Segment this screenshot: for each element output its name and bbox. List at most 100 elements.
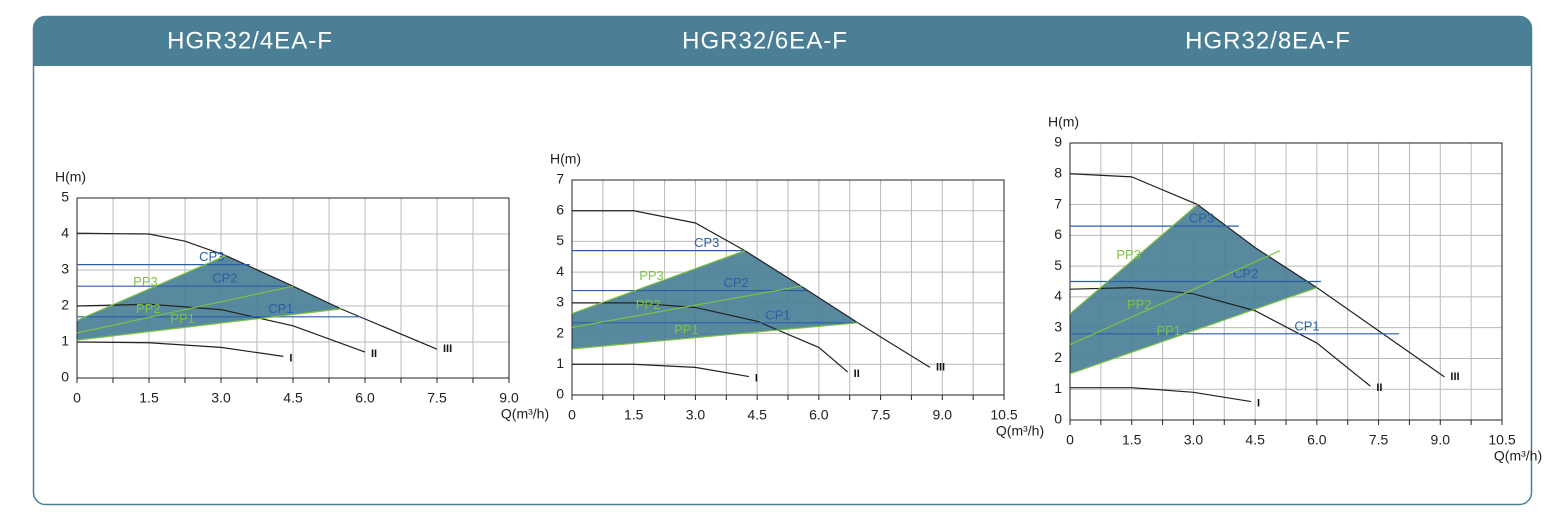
x-tick-label: 0: [568, 407, 576, 423]
series-label: PP1: [170, 311, 195, 326]
series-label: PP3: [639, 268, 664, 283]
x-tick-label: 9.0: [1431, 432, 1451, 448]
curve: [76, 303, 366, 353]
x-tick-label: 3.0: [211, 390, 231, 406]
x-tick-label: 4.5: [1245, 432, 1265, 448]
chart-title: HGR32/8EA-F: [1185, 27, 1351, 54]
x-tick-label: 6.0: [355, 390, 375, 406]
plot-frame: [76, 197, 510, 379]
y-tick-label: 1: [1054, 380, 1062, 396]
series-label: CP1: [765, 307, 790, 322]
curve: [571, 285, 803, 329]
curve: [76, 255, 227, 321]
x-tick-label: 10.5: [990, 407, 1017, 423]
y-tick-label: 2: [556, 324, 564, 340]
x-tick-label: 1.5: [139, 390, 159, 406]
series-label: PP1: [1156, 323, 1181, 338]
series-label: I: [1257, 397, 1260, 409]
chart-title: HGR32/4EA-F: [167, 27, 333, 54]
x-axis-label: Q(m³/h): [501, 406, 549, 422]
x-tick-label: 9.0: [933, 407, 953, 423]
header-bar: [33, 16, 1532, 66]
x-tick-label: 1.5: [1122, 432, 1142, 448]
x-tick-label: 6.0: [1307, 432, 1327, 448]
y-tick-label: 3: [61, 261, 69, 277]
y-tick-label: 8: [1054, 164, 1062, 180]
y-tick-label: 4: [556, 263, 564, 279]
y-tick-label: 2: [1054, 349, 1062, 365]
series-label: PP2: [1127, 297, 1152, 312]
operating-area: [572, 250, 858, 349]
series-label: I: [755, 372, 758, 384]
y-tick-label: 0: [1054, 411, 1062, 427]
series-label: CP3: [694, 235, 719, 250]
series-label: II: [1376, 382, 1382, 394]
curve: [572, 363, 750, 378]
y-tick-label: 5: [1054, 257, 1062, 273]
y-tick-label: 5: [61, 189, 69, 205]
curve: [571, 250, 746, 315]
curve: [571, 322, 858, 350]
y-tick-label: 4: [1054, 288, 1062, 304]
curve: [1069, 250, 1281, 346]
series-label: III: [1450, 371, 1459, 383]
series-label: III: [936, 361, 945, 373]
y-tick-label: 0: [556, 386, 564, 402]
curve: [76, 285, 294, 334]
y-tick-label: 0: [61, 369, 69, 385]
curve: [572, 302, 849, 373]
x-tick-label: 7.5: [1369, 432, 1389, 448]
series-label: PP3: [133, 274, 158, 289]
series-label: III: [443, 343, 452, 355]
chart-title: HGR32/6EA-F: [682, 27, 848, 54]
y-tick-label: 4: [61, 225, 69, 241]
x-tick-label: 7.5: [871, 407, 891, 423]
y-tick-label: 3: [1054, 318, 1062, 334]
series-label: II: [854, 368, 860, 380]
y-axis-label: H(m): [550, 151, 581, 167]
y-tick-label: 1: [61, 333, 69, 349]
y-tick-label: 3: [556, 294, 564, 310]
x-tick-label: 1.5: [624, 407, 644, 423]
x-tick-label: 3.0: [1184, 432, 1204, 448]
series-label: II: [371, 348, 377, 360]
series-label: CP3: [199, 249, 224, 264]
x-tick-label: 4.5: [283, 390, 303, 406]
series-label: PP3: [1116, 247, 1141, 262]
y-tick-label: 6: [556, 201, 564, 217]
y-axis-label: H(m): [1048, 114, 1079, 130]
series-label: PP2: [636, 297, 661, 312]
y-tick-label: 2: [61, 297, 69, 313]
series-label: CP1: [268, 301, 293, 316]
curve: [1069, 287, 1371, 387]
curve: [1069, 204, 1198, 315]
series-label: CP2: [724, 275, 749, 290]
curve: [76, 341, 284, 357]
x-axis-label: Q(m³/h): [996, 423, 1044, 439]
y-tick-label: 7: [556, 171, 564, 187]
curve: [76, 308, 342, 341]
y-tick-label: 1: [556, 355, 564, 371]
x-tick-label: 9.0: [499, 390, 519, 406]
plot-frame: [571, 179, 1005, 396]
y-tick-label: 6: [1054, 226, 1062, 242]
series-label: PP2: [136, 301, 161, 316]
curve: [1070, 387, 1252, 403]
x-axis-label: Q(m³/h): [1494, 448, 1542, 464]
x-tick-label: 6.0: [809, 407, 829, 423]
x-tick-label: 7.5: [427, 390, 447, 406]
series-label: I: [289, 352, 292, 364]
series-label: CP3: [1189, 211, 1214, 226]
y-tick-label: 9: [1054, 134, 1062, 150]
series-label: CP2: [212, 271, 237, 286]
x-tick-label: 4.5: [747, 407, 767, 423]
x-tick-label: 3.0: [686, 407, 706, 423]
x-tick-label: 0: [1066, 432, 1074, 448]
y-tick-label: 7: [1054, 195, 1062, 211]
x-tick-label: 0: [73, 390, 81, 406]
series-label: PP1: [674, 322, 699, 337]
curve: [1069, 287, 1318, 375]
curve: [1069, 173, 1445, 378]
